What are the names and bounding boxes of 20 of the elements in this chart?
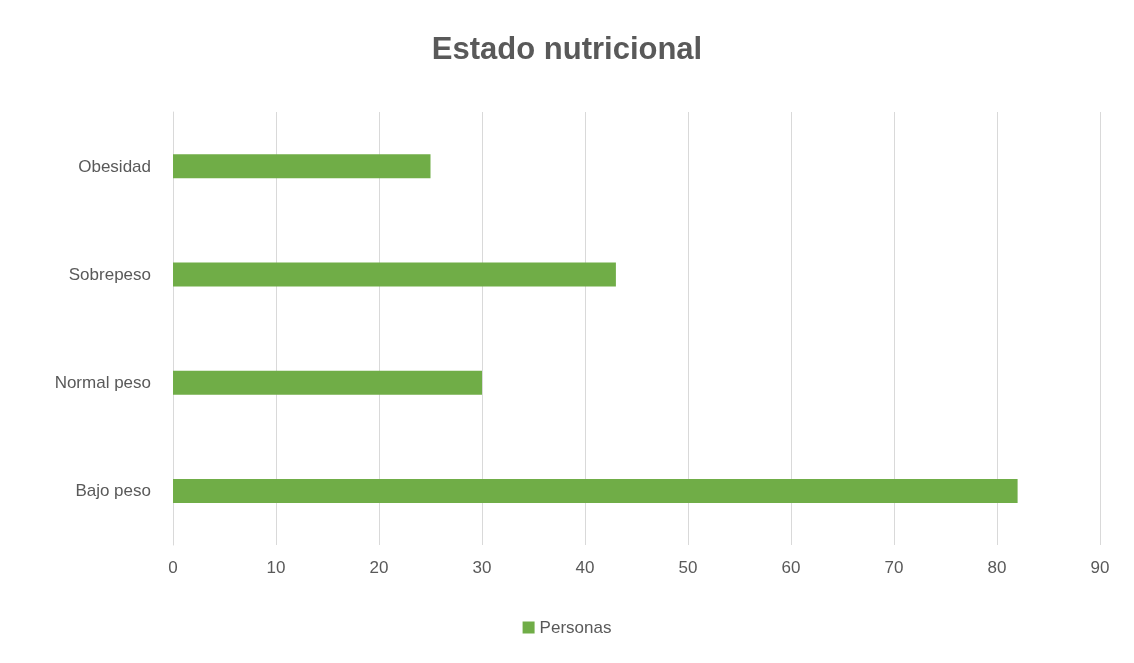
x-tick-label: 20 [369,558,389,577]
legend-label: Personas [539,618,612,637]
bar [173,262,616,287]
y-tick-label: Bajo peso [75,481,151,501]
y-tick-label: Sobrepeso [68,264,151,284]
x-tick-label: 40 [575,558,595,577]
x-tick-label: 30 [472,558,492,577]
bar [173,370,482,395]
chart-title: Estado nutricional [431,31,703,66]
bar [173,478,1018,503]
x-tick-label: 50 [678,558,698,577]
x-tick-label: 80 [987,558,1007,577]
x-tick-label: 70 [884,558,904,577]
x-tick-label: 60 [781,558,801,577]
x-tick-label: 90 [1090,558,1110,577]
y-tick-label: Obesidad [78,156,151,176]
x-tick-label: 0 [168,558,178,577]
y-tick-label: Normal peso [54,373,151,393]
x-tick-label: 10 [266,558,286,577]
bar [173,154,431,179]
